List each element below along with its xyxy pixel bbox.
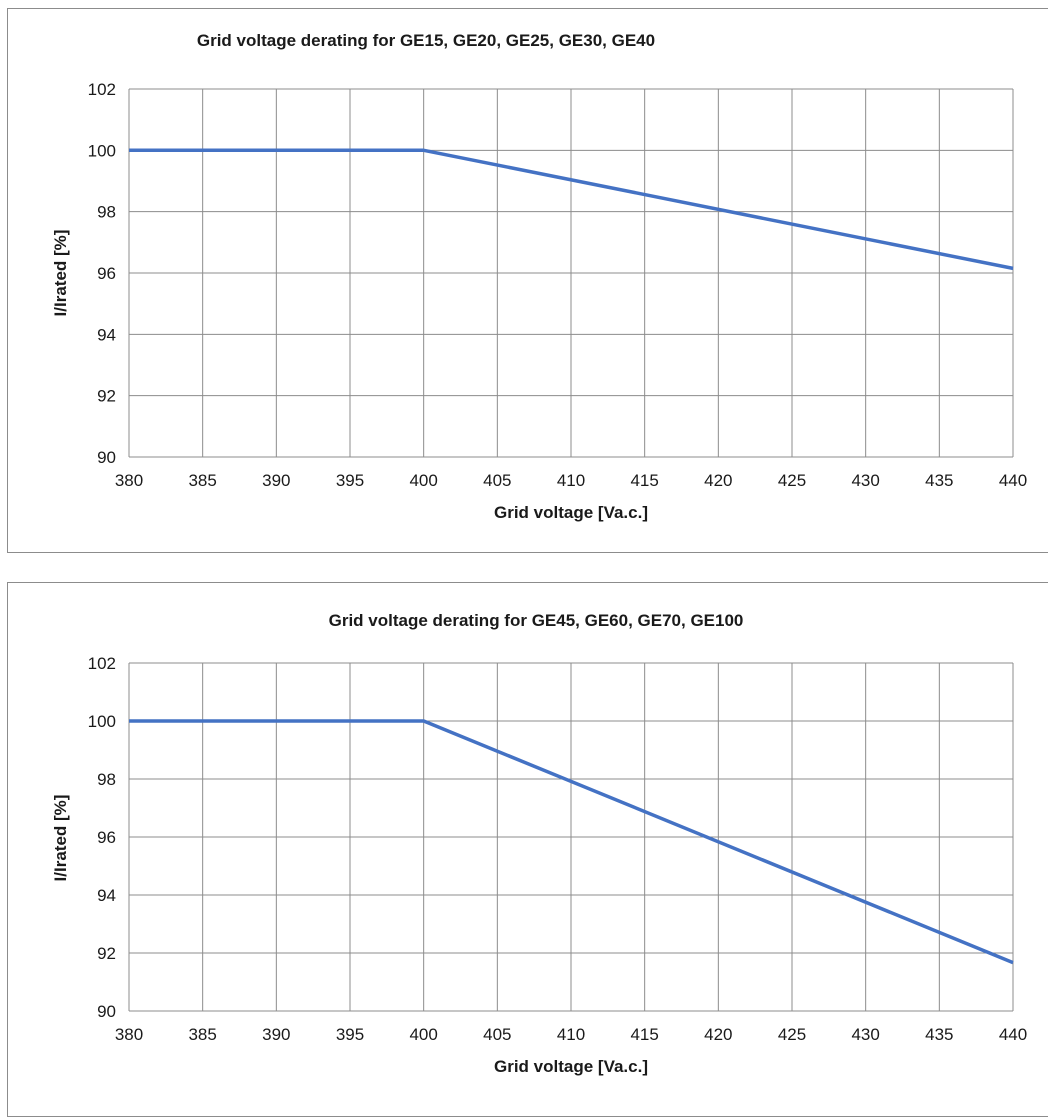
x-tick-label: 425 xyxy=(778,471,806,490)
series-line xyxy=(129,719,1014,965)
x-tick-label: 415 xyxy=(630,471,658,490)
series-line xyxy=(129,148,1014,271)
x-tick-label: 400 xyxy=(409,471,437,490)
y-axis-label: I/Irated [%] xyxy=(51,230,70,317)
x-tick-label: 425 xyxy=(778,1025,806,1044)
y-tick-label: 90 xyxy=(97,448,116,467)
x-tick-label: 410 xyxy=(557,471,585,490)
x-tick-label: 435 xyxy=(925,1025,953,1044)
x-tick-label: 440 xyxy=(999,1025,1027,1044)
x-tick-label: 390 xyxy=(262,471,290,490)
chart-1-svg: 380 385 390 395 400 405 410 415 420 425 430 435 440 … xyxy=(51,31,1027,522)
y-tick-label: 92 xyxy=(97,387,116,406)
x-tick-label: 410 xyxy=(557,1025,585,1044)
chart-1-series xyxy=(129,148,1014,271)
chart-1: 380 385 390 395 400 405 410 415 420 425 430 435 440 … xyxy=(7,8,1048,553)
x-tick-label: 415 xyxy=(630,1025,658,1044)
x-axis-label: Grid voltage [Va.c.] xyxy=(494,503,648,522)
chart-1-y-ticks: 90 92 94 96 98 100 102 xyxy=(88,80,116,467)
y-tick-label: 96 xyxy=(97,264,116,283)
x-tick-label: 440 xyxy=(999,471,1027,490)
chart-2-grid xyxy=(128,662,1014,1012)
x-tick-label: 385 xyxy=(188,1025,216,1044)
x-tick-label: 380 xyxy=(115,471,143,490)
y-tick-label: 92 xyxy=(97,944,116,963)
x-tick-label: 430 xyxy=(851,1025,879,1044)
chart-2: 380 385 390 395 400 405 410 415 420 425 430 435 440 … xyxy=(7,582,1048,1117)
x-tick-label: 420 xyxy=(704,471,732,490)
y-tick-label: 102 xyxy=(88,654,116,673)
chart-2-svg: 380 385 390 395 400 405 410 415 420 425 430 435 440 … xyxy=(51,611,1027,1076)
chart-title: Grid voltage derating for GE15, GE20, GE… xyxy=(197,31,655,50)
x-tick-label: 395 xyxy=(336,471,364,490)
chart-2-y-ticks: 90 92 94 96 98 100 102 xyxy=(88,654,116,1021)
x-tick-label: 385 xyxy=(188,471,216,490)
chart-1-x-ticks: 380 385 390 395 400 405 410 415 420 425 430 435 440 xyxy=(115,471,1027,490)
chart-2-series xyxy=(129,719,1014,965)
y-tick-label: 98 xyxy=(97,203,116,222)
x-tick-label: 405 xyxy=(483,471,511,490)
x-tick-label: 395 xyxy=(336,1025,364,1044)
y-tick-label: 96 xyxy=(97,828,116,847)
y-tick-label: 98 xyxy=(97,770,116,789)
y-tick-label: 100 xyxy=(88,712,116,731)
y-tick-label: 90 xyxy=(97,1002,116,1021)
y-tick-label: 94 xyxy=(97,886,116,905)
y-axis-label: I/Irated [%] xyxy=(51,795,70,882)
x-axis-label: Grid voltage [Va.c.] xyxy=(494,1057,648,1076)
x-tick-label: 435 xyxy=(925,471,953,490)
x-tick-label: 420 xyxy=(704,1025,732,1044)
chart-2-x-ticks: 380 385 390 395 400 405 410 415 420 425 430 435 440 xyxy=(115,1025,1027,1044)
chart-1-grid xyxy=(128,88,1014,458)
x-tick-label: 390 xyxy=(262,1025,290,1044)
y-tick-label: 100 xyxy=(88,141,116,160)
y-tick-label: 94 xyxy=(97,325,116,344)
x-tick-label: 405 xyxy=(483,1025,511,1044)
y-tick-label: 102 xyxy=(88,80,116,99)
x-tick-label: 400 xyxy=(409,1025,437,1044)
chart-title: Grid voltage derating for GE45, GE60, GE… xyxy=(329,611,744,630)
x-tick-label: 430 xyxy=(851,471,879,490)
x-tick-label: 380 xyxy=(115,1025,143,1044)
